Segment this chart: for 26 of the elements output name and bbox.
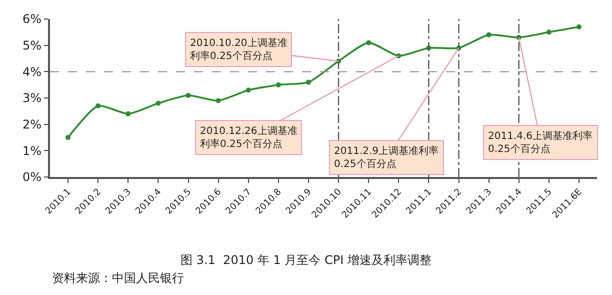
point bbox=[66, 135, 71, 140]
y-tick-label: 3% bbox=[22, 91, 42, 106]
point bbox=[366, 40, 372, 46]
point bbox=[486, 32, 492, 38]
y-tick-label: 6% bbox=[22, 12, 42, 26]
point bbox=[96, 103, 101, 108]
point bbox=[246, 88, 251, 93]
point bbox=[156, 100, 161, 106]
point bbox=[546, 30, 552, 35]
point bbox=[276, 82, 281, 88]
y-tick-label: 5% bbox=[22, 38, 42, 53]
annotation: 2010.12.26上调基准利率0.25个百分点 bbox=[200, 125, 298, 150]
annotation: 2010.10.20上调基准利率0.25个百分点 bbox=[190, 37, 288, 62]
y-tick-label: 0% bbox=[22, 170, 42, 184]
point bbox=[126, 111, 131, 116]
y-tick-label: 2% bbox=[22, 118, 42, 132]
point bbox=[576, 24, 582, 30]
point bbox=[306, 80, 311, 85]
point bbox=[186, 92, 191, 98]
y-tick-label: 4% bbox=[22, 64, 42, 79]
annotation: 2011.4.6上调基准利率0.25个百分点 bbox=[488, 130, 593, 155]
text: 资料来源：中国人民银行 bbox=[52, 271, 184, 285]
y-tick-label: 1% bbox=[22, 144, 42, 158]
annotation: 2011.2.9上调基准利率0.25个百分点 bbox=[334, 145, 439, 170]
text: 图 3.1 2010 年 1 月至今 CPI 增速及利率调整 bbox=[180, 252, 432, 267]
point bbox=[216, 98, 221, 104]
